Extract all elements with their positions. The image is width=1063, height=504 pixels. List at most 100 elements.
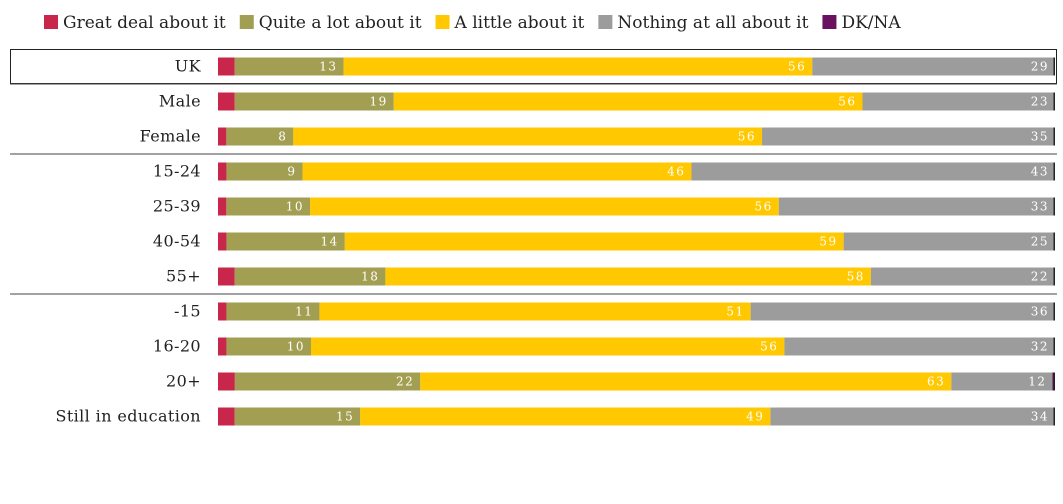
bar-segment-great-deal-about-it [218,372,235,391]
bar-segment-a-little-about-it [310,197,779,216]
legend-label-nothing-at-all-about-it: Nothing at all about it [617,13,808,33]
data-label-a-little-about-it: 56 [788,60,806,74]
data-label-nothing-at-all-about-it: 36 [1031,305,1049,319]
category-label: Female [140,127,201,146]
legend-swatch-nothing-at-all-about-it [598,15,613,29]
data-label-a-little-about-it: 51 [726,305,744,319]
data-label-nothing-at-all-about-it: 35 [1031,130,1049,144]
legend-swatch-great-deal-about-it [44,15,58,29]
row-15: -15 11 51 36 [174,302,1055,321]
bar-segment-a-little-about-it [343,57,813,76]
bar-segment-nothing-at-all-about-it [870,267,1055,286]
row-still-in-education: Still in education 15 49 34 [55,407,1055,426]
bar-segment-great-deal-about-it [218,232,227,251]
bar-segment-great-deal-about-it [218,162,227,181]
data-label-a-little-about-it: 49 [746,410,764,424]
bar-segment-quite-a-lot-about-it [234,407,361,426]
bar-segment-quite-a-lot-about-it [234,267,386,286]
bar-segment-a-little-about-it [360,407,771,426]
data-label-a-little-about-it: 46 [667,165,685,179]
bar-segment-great-deal-about-it [218,407,235,426]
legend-swatch-dk-na [822,15,837,29]
bar-end-marker [1053,127,1055,146]
row-25-39: 25-39 10 56 33 [153,197,1055,216]
data-label-quite-a-lot-about-it: 19 [369,95,387,109]
chart-rows: UK 13 56 29 Male 19 56 23 Female 8 56 35 15-24 9 46 43 2… [10,49,1057,426]
data-label-nothing-at-all-about-it: 25 [1031,235,1049,249]
category-label: 16-20 [153,337,201,356]
bar-segment-a-little-about-it [293,127,763,146]
legend-swatch-a-little-about-it [435,15,450,29]
data-label-a-little-about-it: 56 [755,200,773,214]
bar-segment-quite-a-lot-about-it [226,337,311,356]
bar-end-marker [1053,92,1055,111]
bar-end-marker [1053,302,1055,321]
category-label: Still in education [55,407,201,426]
data-label-nothing-at-all-about-it: 34 [1031,410,1049,424]
legend-label-great-deal-about-it: Great deal about it [63,13,226,33]
bar-segment-quite-a-lot-about-it [226,162,303,181]
row-55: 55+ 18 58 22 [166,267,1055,286]
bar-segment-quite-a-lot-about-it [226,197,311,216]
data-label-quite-a-lot-about-it: 11 [295,305,313,319]
data-label-nothing-at-all-about-it: 29 [1031,60,1049,74]
data-label-quite-a-lot-about-it: 9 [287,165,296,179]
bar-end-marker [1053,372,1055,391]
chart-legend: Great deal about it Quite a lot about it A… [44,13,901,33]
data-label-a-little-about-it: 58 [847,270,865,284]
row-40-54: 40-54 14 59 25 [153,232,1055,251]
row-20: 20+ 22 63 12 [166,372,1055,391]
bar-segment-great-deal-about-it [218,267,235,286]
category-label: Male [159,92,201,111]
bar-segment-great-deal-about-it [218,302,227,321]
bar-segment-a-little-about-it [319,302,751,321]
row-uk: UK 13 56 29 [175,57,1055,76]
bar-segment-quite-a-lot-about-it [226,302,320,321]
bar-segment-nothing-at-all-about-it [778,197,1055,216]
bar-segment-nothing-at-all-about-it [691,162,1055,181]
data-label-a-little-about-it: 59 [819,235,837,249]
bar-segment-nothing-at-all-about-it [843,232,1055,251]
legend-swatch-quite-a-lot-about-it [239,15,254,29]
bar-end-marker [1053,57,1055,76]
bar-segment-quite-a-lot-about-it [226,232,345,251]
row-15-24: 15-24 9 46 43 [153,162,1055,181]
category-label: 40-54 [153,232,201,251]
bar-segment-a-little-about-it [393,92,863,111]
bar-segment-nothing-at-all-about-it [812,57,1055,76]
bar-segment-quite-a-lot-about-it [234,372,421,391]
data-label-a-little-about-it: 56 [838,95,856,109]
data-label-nothing-at-all-about-it: 12 [1028,375,1046,389]
category-label: 25-39 [153,197,201,216]
bar-end-marker [1053,407,1055,426]
data-label-a-little-about-it: 56 [738,130,756,144]
bar-segment-a-little-about-it [344,232,844,251]
bar-segment-nothing-at-all-about-it [762,127,1055,146]
bar-segment-quite-a-lot-about-it [226,127,294,146]
data-label-nothing-at-all-about-it: 22 [1031,270,1049,284]
bar-end-marker [1053,267,1055,286]
data-label-nothing-at-all-about-it: 23 [1031,95,1049,109]
data-label-quite-a-lot-about-it: 14 [321,235,339,249]
data-label-quite-a-lot-about-it: 22 [396,375,414,389]
data-label-nothing-at-all-about-it: 32 [1031,340,1049,354]
legend-label-dk-na: DK/NA [841,13,901,33]
bar-segment-quite-a-lot-about-it [234,57,344,76]
bar-end-marker [1053,337,1055,356]
bar-segment-nothing-at-all-about-it [862,92,1055,111]
data-label-a-little-about-it: 56 [760,340,778,354]
category-label: 20+ [166,372,201,391]
bar-segment-a-little-about-it [302,162,692,181]
legend-label-a-little-about-it: A little about it [454,13,585,33]
row-female: Female 8 56 35 [140,127,1055,146]
category-label: UK [175,57,202,76]
data-label-nothing-at-all-about-it: 33 [1031,200,1049,214]
data-label-quite-a-lot-about-it: 8 [278,130,287,144]
data-label-quite-a-lot-about-it: 13 [319,60,337,74]
bar-segment-nothing-at-all-about-it [770,407,1055,426]
data-label-quite-a-lot-about-it: 18 [361,270,379,284]
bar-segment-a-little-about-it [385,267,871,286]
data-label-quite-a-lot-about-it: 15 [336,410,354,424]
bar-segment-great-deal-about-it [218,57,235,76]
